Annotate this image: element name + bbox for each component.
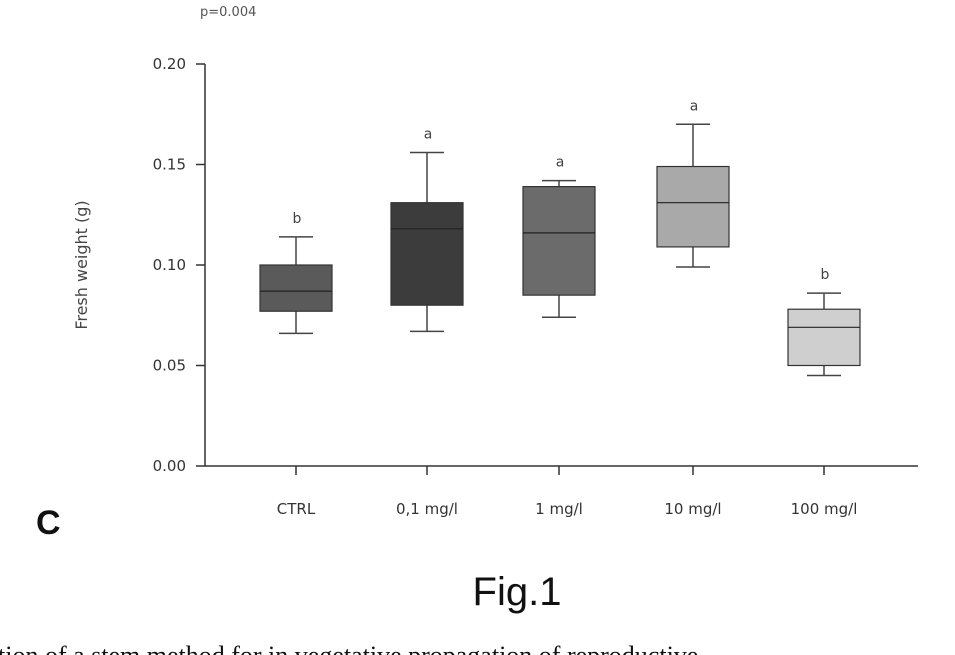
figure: p=0.004 Fresh weight (g) 0.00 0.05 0.10 0.1…	[0, 0, 955, 655]
y-axis-title: Fresh weight (g)	[72, 200, 91, 329]
box-iqr	[523, 187, 595, 296]
significance-letter: a	[556, 155, 565, 171]
x-tick-label: 0,1 mg/l	[396, 500, 458, 518]
significance-letter: b	[821, 267, 830, 283]
y-tick-label: 0.20	[153, 55, 186, 73]
box-iqr	[657, 167, 729, 247]
y-tick-label: 0.10	[153, 256, 186, 274]
truncated-page-text: tion of a stem method for in vegetative …	[0, 641, 698, 655]
y-tick-label: 0.00	[153, 457, 186, 475]
y-tick-label: 0.15	[153, 156, 186, 174]
x-tick-label: 100 mg/l	[791, 500, 858, 518]
x-tick-label: CTRL	[277, 500, 316, 518]
panel-label: C	[36, 504, 61, 542]
box-1: b	[260, 211, 332, 333]
box-5: b	[788, 267, 860, 375]
figure-caption: Fig.1	[473, 570, 562, 614]
box-iqr	[260, 265, 332, 311]
box-iqr	[788, 309, 860, 365]
x-tick-label: 10 mg/l	[664, 500, 721, 518]
y-tick-label: 0.05	[153, 357, 186, 375]
box-4: a	[657, 98, 729, 267]
box-plot-series: b a a a b	[260, 98, 860, 375]
box-2: a	[391, 126, 463, 331]
significance-letter: b	[293, 211, 302, 227]
x-tick-label: 1 mg/l	[535, 500, 583, 518]
box-iqr	[391, 203, 463, 306]
box-3: a	[523, 155, 595, 318]
significance-letter: a	[690, 98, 699, 114]
y-tick-group: 0.00 0.05 0.10 0.15 0.20	[153, 55, 205, 475]
significance-letter: a	[424, 126, 433, 142]
p-value-label: p=0.004	[200, 5, 256, 20]
x-tick-group: CTRL 0,1 mg/l 1 mg/l 10 mg/l 100 mg/l	[277, 466, 858, 518]
